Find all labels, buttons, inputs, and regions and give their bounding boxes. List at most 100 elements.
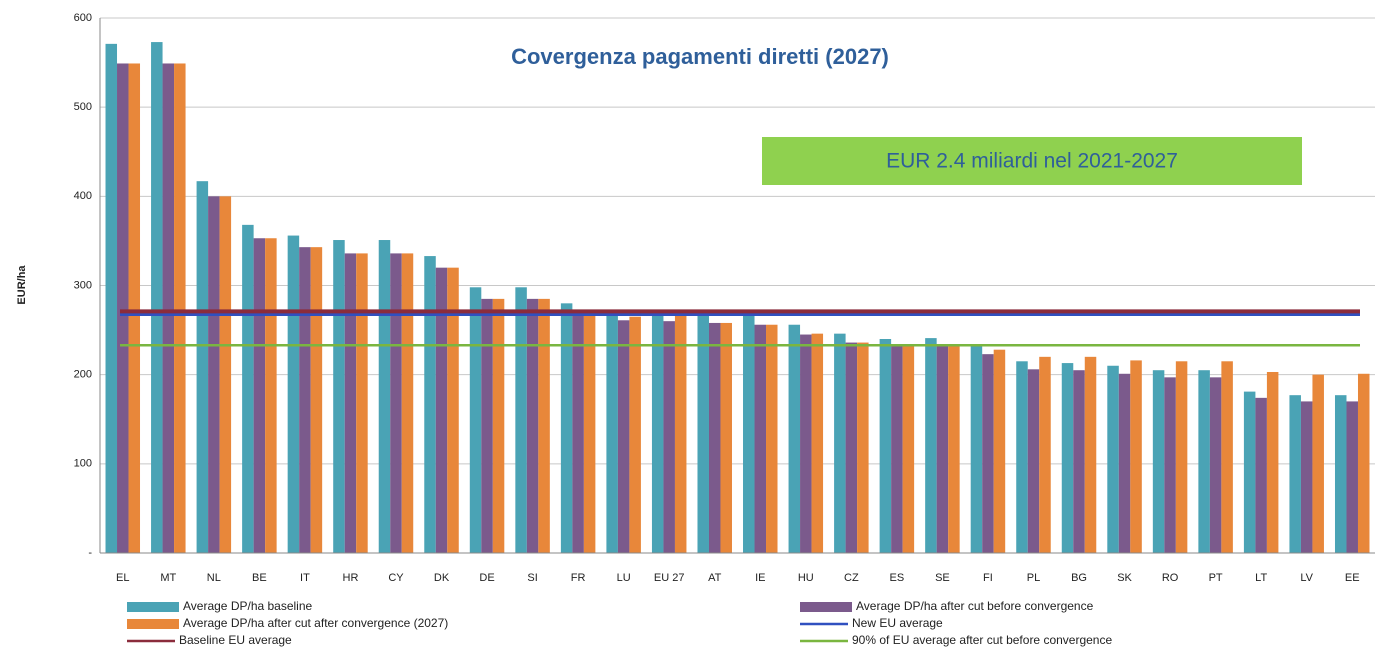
bar bbox=[435, 267, 448, 553]
bar bbox=[845, 342, 858, 553]
bar bbox=[583, 313, 596, 553]
bar bbox=[219, 196, 232, 554]
y-tick-label: 100 bbox=[74, 458, 92, 470]
x-tick-label: BG bbox=[1071, 572, 1087, 584]
bar bbox=[151, 42, 163, 553]
bar bbox=[162, 63, 175, 553]
x-tick-label: NL bbox=[207, 572, 221, 584]
bar bbox=[1073, 370, 1085, 553]
bar bbox=[390, 253, 402, 553]
x-tick-label: MT bbox=[160, 572, 176, 584]
x-tick-label: IE bbox=[755, 572, 765, 584]
bar bbox=[1027, 369, 1040, 553]
x-tick-label: RO bbox=[1162, 572, 1179, 584]
bar bbox=[902, 345, 915, 553]
bar bbox=[936, 346, 949, 553]
bar bbox=[766, 324, 778, 553]
bar bbox=[1209, 377, 1222, 553]
bar bbox=[526, 298, 539, 553]
bar bbox=[674, 312, 687, 553]
bar bbox=[993, 349, 1006, 553]
legend-label: Baseline EU average bbox=[179, 633, 292, 647]
x-tick-label: FR bbox=[571, 572, 586, 584]
chart-title: Covergenza pagamenti diretti (2027) bbox=[511, 44, 889, 69]
bar bbox=[606, 310, 618, 553]
x-tick-label: HR bbox=[343, 572, 359, 584]
bar bbox=[1255, 397, 1267, 553]
bar bbox=[970, 345, 983, 553]
bar bbox=[492, 298, 505, 553]
bar bbox=[1334, 395, 1347, 553]
x-tick-label: IT bbox=[300, 572, 310, 584]
bar bbox=[265, 238, 277, 553]
bar bbox=[1312, 374, 1324, 553]
bar bbox=[401, 253, 414, 553]
y-axis-label: EUR/ha bbox=[16, 265, 28, 305]
x-tick-label: ES bbox=[890, 572, 905, 584]
bar bbox=[1243, 391, 1256, 553]
bar bbox=[299, 247, 311, 554]
bar bbox=[879, 339, 892, 553]
bar bbox=[1118, 373, 1131, 553]
x-tick-label: CZ bbox=[844, 572, 859, 584]
bar bbox=[447, 267, 459, 553]
x-tick-label: SE bbox=[935, 572, 950, 584]
bar bbox=[811, 333, 824, 553]
bar bbox=[333, 240, 345, 553]
x-tick-label: BE bbox=[252, 572, 267, 584]
bar bbox=[708, 322, 721, 553]
legend-label: Average DP/ha after cut before convergen… bbox=[856, 599, 1094, 613]
bar bbox=[1346, 401, 1358, 553]
bar bbox=[253, 238, 266, 553]
legend-swatch bbox=[127, 602, 179, 612]
bar bbox=[310, 247, 323, 554]
bar bbox=[242, 224, 254, 553]
bar bbox=[800, 334, 812, 553]
x-tick-label: SI bbox=[527, 572, 537, 584]
bar bbox=[1221, 361, 1233, 553]
bar bbox=[1198, 370, 1210, 553]
legend-label: Average DP/ha baseline bbox=[183, 599, 313, 613]
y-tick-label: 600 bbox=[74, 12, 92, 24]
bar bbox=[629, 316, 641, 553]
bar bbox=[515, 287, 527, 553]
bar bbox=[128, 63, 141, 553]
bar bbox=[208, 196, 220, 554]
x-tick-label: DE bbox=[479, 572, 494, 584]
x-tick-label: PL bbox=[1027, 572, 1040, 584]
bar bbox=[469, 287, 482, 553]
bar bbox=[1289, 395, 1301, 553]
x-tick-label: LT bbox=[1255, 572, 1267, 584]
x-tick-label: LU bbox=[617, 572, 631, 584]
bar bbox=[834, 333, 846, 553]
bar bbox=[378, 240, 391, 553]
bar bbox=[720, 322, 732, 553]
bar bbox=[1175, 361, 1188, 553]
bar bbox=[287, 235, 300, 554]
bar bbox=[948, 345, 960, 553]
y-tick-label: 500 bbox=[74, 101, 92, 113]
x-tick-label: EU 27 bbox=[654, 572, 685, 584]
legend-label: Average DP/ha after cut after convergenc… bbox=[183, 616, 448, 630]
x-tick-label: SK bbox=[1117, 572, 1132, 584]
bar bbox=[424, 256, 436, 553]
bar bbox=[560, 303, 573, 553]
bar bbox=[857, 342, 869, 553]
bar bbox=[1164, 377, 1176, 553]
x-tick-label: EE bbox=[1345, 572, 1360, 584]
bar bbox=[174, 63, 186, 553]
y-tick-label: 200 bbox=[74, 369, 92, 381]
y-tick-label: - bbox=[88, 547, 92, 559]
bar bbox=[1016, 361, 1028, 553]
bar bbox=[1357, 373, 1370, 553]
x-tick-label: PT bbox=[1209, 572, 1223, 584]
bar bbox=[1084, 356, 1097, 553]
bar bbox=[754, 324, 767, 553]
bar bbox=[651, 310, 664, 553]
bar bbox=[344, 253, 357, 553]
bar bbox=[1130, 360, 1142, 553]
bar bbox=[1152, 370, 1165, 553]
x-tick-label: EL bbox=[116, 572, 129, 584]
bar bbox=[481, 298, 493, 553]
